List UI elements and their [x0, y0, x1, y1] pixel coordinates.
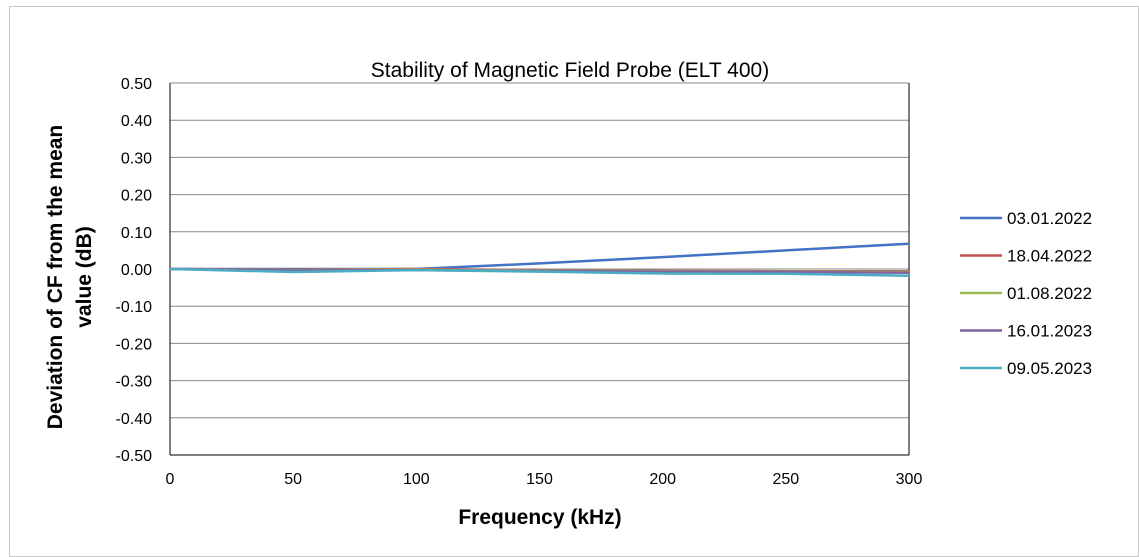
- chart-title: Stability of Magnetic Field Probe (ELT 4…: [371, 59, 769, 82]
- x-tick-label: 0: [166, 471, 175, 488]
- y-tick-label: 0.30: [121, 150, 152, 167]
- y-tick-label: 0.10: [121, 225, 152, 242]
- y-tick-label: -0.40: [116, 411, 153, 428]
- legend-label-4: 16.01.2023: [1007, 322, 1092, 341]
- legend-label-1: 03.01.2022: [1007, 209, 1092, 228]
- y-tick-label: -0.50: [116, 448, 153, 465]
- legend-label-3: 01.08.2022: [1007, 284, 1092, 303]
- legend: 03.01.2022 18.04.2022 01.08.2022 16.01.2023…: [960, 209, 1092, 378]
- y-tick-labels: 0.50 0.40 0.30 0.20 0.10 0.00 -0.10 -0.20 -0.30 -…: [116, 76, 153, 465]
- x-tick-label: 150: [526, 471, 553, 488]
- y-tick-label: -0.10: [116, 299, 153, 316]
- legend-label-2: 18.04.2022: [1007, 247, 1092, 266]
- y-tick-label: 0.20: [121, 188, 152, 205]
- x-tick-label: 250: [772, 471, 799, 488]
- x-tick-label: 100: [403, 471, 430, 488]
- y-axis-title-line-1: Deviation of CF from the mean: [44, 125, 67, 430]
- x-axis-title: Frequency (kHz): [458, 506, 621, 529]
- x-tick-labels: 0 50 100 150 200 250 300: [166, 471, 923, 488]
- y-tick-label: -0.30: [116, 374, 153, 391]
- y-axis-title-line-2: value (dB): [73, 226, 96, 328]
- y-axis-title: Deviation of CF from the mean value (dB): [44, 125, 96, 430]
- chart-area-frame: [9, 6, 1139, 557]
- x-tick-label: 50: [284, 471, 302, 488]
- x-tick-label: 200: [649, 471, 676, 488]
- series-line-5: [169, 267, 910, 277]
- y-tick-label: 0.00: [121, 262, 152, 279]
- legend-label-5: 09.05.2023: [1007, 359, 1092, 378]
- y-tick-label: -0.20: [116, 336, 153, 353]
- x-tick-label: 300: [896, 471, 923, 488]
- y-tick-label: 0.50: [121, 76, 152, 93]
- series-lines: [169, 242, 910, 277]
- y-tick-label: 0.40: [121, 113, 152, 130]
